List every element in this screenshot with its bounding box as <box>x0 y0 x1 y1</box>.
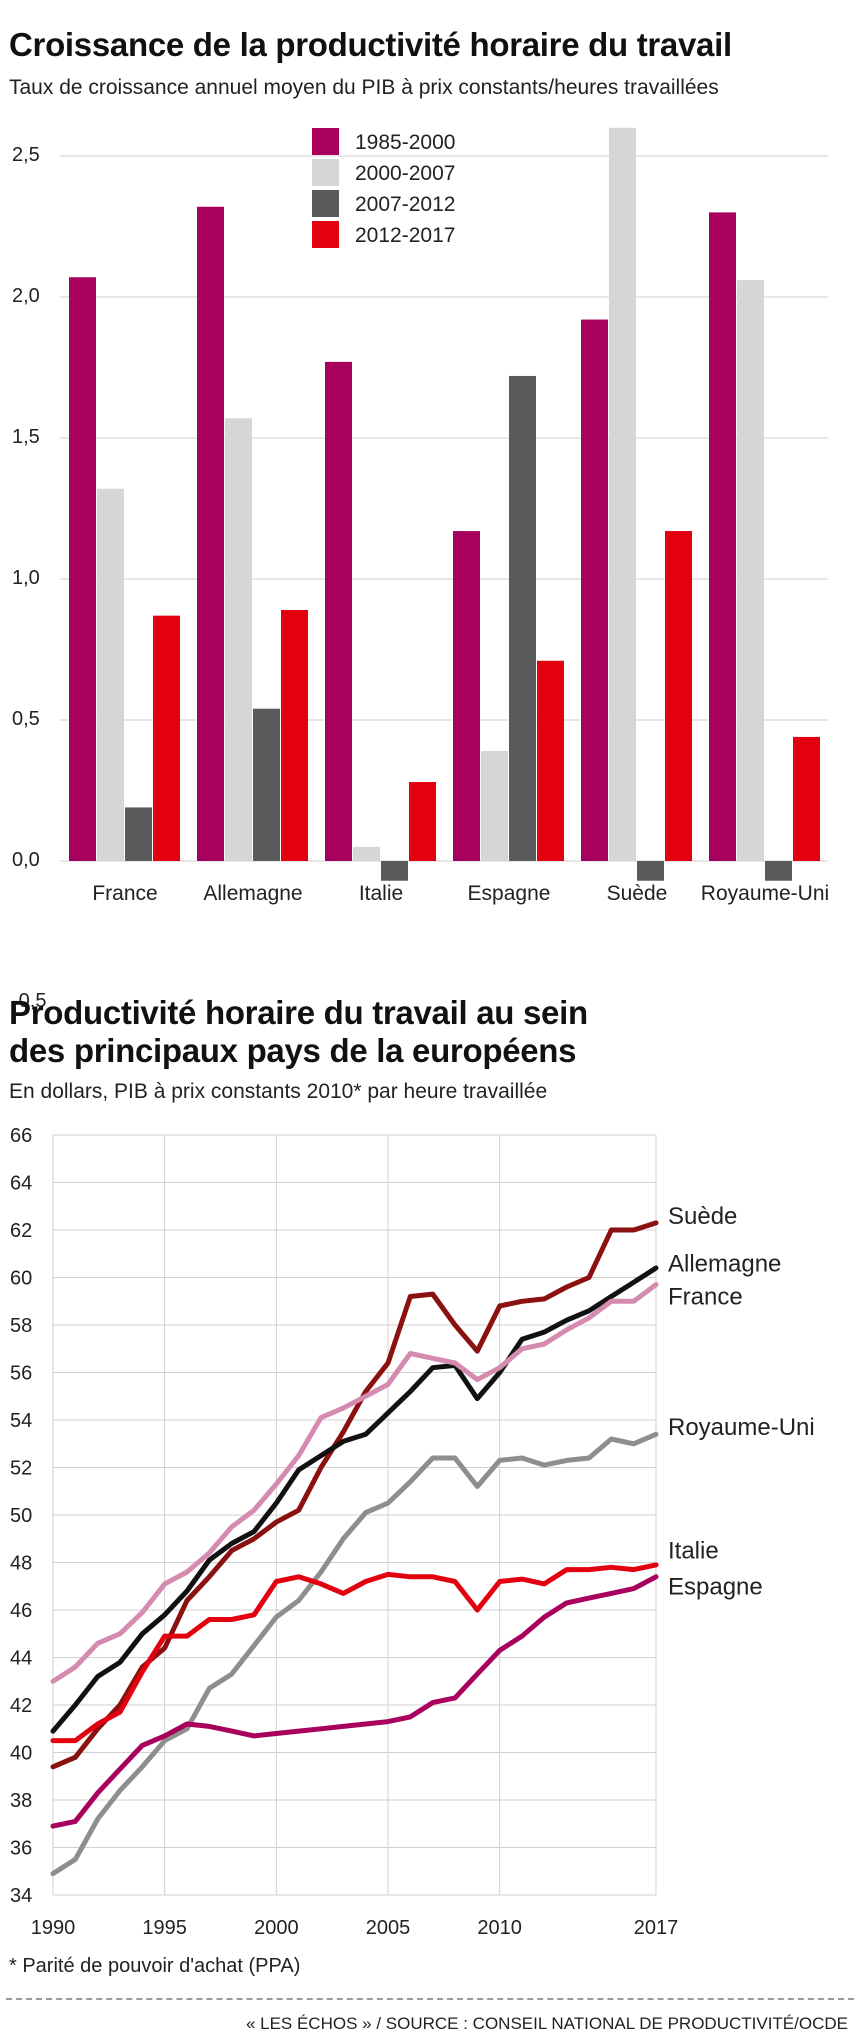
footnote: * Parité de pouvoir d'achat (PPA) <box>9 1955 301 1977</box>
y-tick-label: -0,5 <box>12 990 46 1012</box>
series-line-Italie <box>50 1562 659 1744</box>
series-label: Suède <box>668 1203 737 1230</box>
y-tick-label: 0,5 <box>12 708 40 730</box>
series-line-Allemagne <box>50 1265 659 1734</box>
series-line-France <box>50 1282 659 1684</box>
legend-swatch <box>312 159 339 186</box>
category-label: France <box>92 882 157 905</box>
bar-chart-subtitle: Taux de croissance annuel moyen du PIB à… <box>9 76 719 99</box>
legend-swatch <box>312 128 339 155</box>
y-tick-label: 56 <box>10 1363 32 1385</box>
bar-italie-2007-2012 <box>381 861 408 881</box>
y-tick-label: 44 <box>10 1648 32 1670</box>
category-label: Suède <box>607 882 668 905</box>
line-chart-title-line1: Productivité horaire du travail au sein … <box>9 994 588 1069</box>
bar-italie-1985-2000 <box>325 361 352 861</box>
x-tick-label: 1995 <box>142 1917 187 1939</box>
bar-espagne-1985-2000 <box>453 531 480 861</box>
y-tick-label: 34 <box>10 1885 32 1907</box>
legend-swatch <box>312 221 339 248</box>
bar-allemagne-1985-2000 <box>197 206 224 861</box>
y-tick-label: 0,0 <box>12 849 40 871</box>
bar-suède-1985-2000 <box>581 319 608 861</box>
bar-italie-2012-2017 <box>409 782 436 861</box>
category-label: Allemagne <box>203 882 302 905</box>
bar-espagne-2000-2007 <box>481 751 508 861</box>
bar-chart: 2,5 2,0 1,5 1,0 0,5 0,0 -0,5 France Allemagne Ita… <box>12 127 829 1012</box>
series-label: France <box>668 1284 743 1311</box>
series-label: Allemagne <box>668 1250 781 1277</box>
y-tick-label: 58 <box>10 1315 32 1337</box>
y-tick-label: 42 <box>10 1695 32 1717</box>
y-tick-label: 52 <box>10 1458 32 1480</box>
bar-espagne-2007-2012 <box>509 375 536 861</box>
bar-italie-2000-2007 <box>353 846 380 861</box>
series-line-Suède <box>50 1220 659 1770</box>
bar-france-2000-2007 <box>97 488 124 861</box>
legend-swatch <box>312 190 339 217</box>
y-tick-label: 64 <box>10 1173 32 1195</box>
series-label: Italie <box>668 1538 719 1565</box>
bar-suède-2012-2017 <box>665 531 692 861</box>
divider <box>6 1998 854 2000</box>
y-tick-label: 50 <box>10 1505 32 1527</box>
series-label: Royaume-Uni <box>668 1414 815 1441</box>
x-tick-label: 2000 <box>254 1917 299 1939</box>
source-credit: « LES ÉCHOS » / SOURCE : CONSEIL NATIONA… <box>245 2014 848 2033</box>
series-line-Royaume-Uni <box>50 1431 659 1877</box>
y-tick-label: 46 <box>10 1600 32 1622</box>
x-tick-label: 2005 <box>366 1917 411 1939</box>
bar-royaume-uni-2012-2017 <box>793 736 820 861</box>
y-tick-label: 2,0 <box>12 285 40 307</box>
y-tick-label: 1,0 <box>12 567 40 589</box>
x-tick-label: 2017 <box>634 1917 679 1939</box>
bar-allemagne-2007-2012 <box>253 708 280 861</box>
y-tick-label: 1,5 <box>12 426 40 448</box>
y-tick-label: 66 <box>10 1125 32 1147</box>
bar-royaume-uni-2007-2012 <box>765 861 792 881</box>
series-label: Espagne <box>668 1573 763 1600</box>
y-tick-label: 2,5 <box>12 144 40 166</box>
legend-label: 2012-2017 <box>355 224 455 247</box>
bar-chart-title: Croissance de la productivité horaire du… <box>9 26 732 63</box>
y-tick-label: 60 <box>10 1268 32 1290</box>
bar-royaume-uni-2000-2007 <box>737 280 764 862</box>
bar-allemagne-2000-2007 <box>225 418 252 861</box>
bar-france-2007-2012 <box>125 807 152 861</box>
x-tick-label: 2010 <box>477 1917 522 1939</box>
category-label: Espagne <box>468 882 551 905</box>
y-tick-label: 48 <box>10 1553 32 1575</box>
legend-label: 1985-2000 <box>355 131 455 154</box>
y-tick-label: 54 <box>10 1410 32 1432</box>
line-chart: 66 64 62 60 58 56 54 52 50 48 46 44 42 40 38 36 34 1990 19… <box>10 1125 815 1939</box>
line-chart-subtitle: En dollars, PIB à prix constants 2010* p… <box>9 1080 548 1103</box>
bar-france-1985-2000 <box>69 277 96 861</box>
x-tick-label: 1990 <box>31 1917 76 1939</box>
y-tick-label: 40 <box>10 1743 32 1765</box>
bar-allemagne-2012-2017 <box>281 610 308 861</box>
y-tick-label: 38 <box>10 1790 32 1812</box>
bar-france-2012-2017 <box>153 615 180 861</box>
legend-label: 2000-2007 <box>355 162 455 185</box>
bar-royaume-uni-1985-2000 <box>709 212 736 861</box>
y-tick-label: 36 <box>10 1838 32 1860</box>
series-line-Espagne <box>50 1574 659 1829</box>
category-label: Royaume-Uni <box>701 882 829 905</box>
bar-espagne-2012-2017 <box>537 660 564 861</box>
bar-suède-2000-2007 <box>609 127 636 862</box>
y-tick-label: 62 <box>10 1220 32 1242</box>
category-label: Italie <box>359 882 403 905</box>
bar-suède-2007-2012 <box>637 861 664 881</box>
legend-label: 2007-2012 <box>355 193 455 216</box>
